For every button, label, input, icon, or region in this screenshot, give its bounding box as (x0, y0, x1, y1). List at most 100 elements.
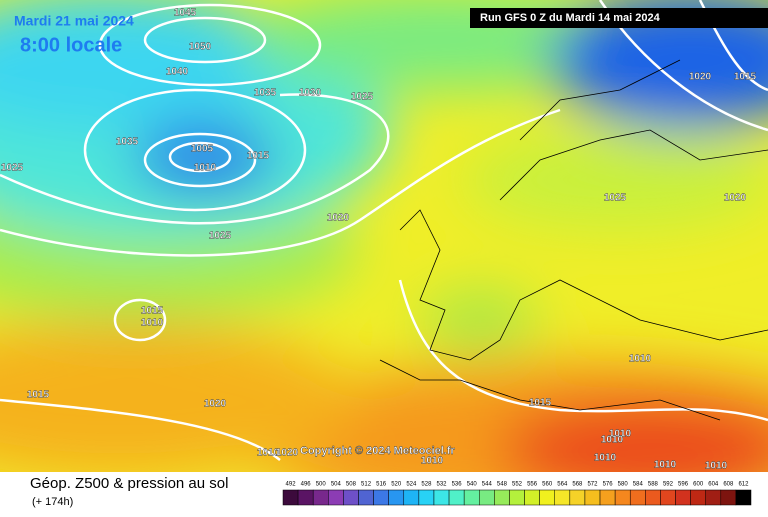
scale-swatch (569, 489, 586, 506)
isobar-label: 1035 (116, 137, 139, 148)
isobar-label: 1015 (141, 306, 164, 317)
scale-swatch (509, 489, 525, 506)
scale-swatch (629, 489, 646, 506)
scale-swatch (418, 489, 435, 506)
isobar-label: 1010 (601, 435, 624, 446)
scale-label: 552 (512, 482, 523, 488)
isobar-label: 1010 (257, 448, 280, 459)
isobar-label: 1015 (247, 151, 270, 162)
scale-label: 556 (527, 482, 538, 488)
scale-swatch (614, 489, 631, 506)
scale-swatch (524, 489, 540, 506)
scale-swatch (675, 489, 691, 506)
scale-label: 496 (301, 482, 312, 488)
scale-label: 608 (723, 482, 734, 488)
scale-label: 588 (648, 482, 659, 488)
isobar-label: 1010 (194, 163, 217, 174)
isobar-label: 1010 (421, 456, 444, 467)
scale-label: 612 (738, 482, 749, 488)
scale-label: 568 (572, 482, 583, 488)
scale-swatch (539, 489, 555, 506)
scale-label: 548 (497, 482, 508, 488)
scale-swatch (403, 489, 420, 506)
isobar-label: 1010 (654, 460, 677, 471)
date: Mardi 21 mai 2024 (14, 13, 134, 29)
scale-swatch (645, 489, 661, 506)
scale-swatch (343, 489, 359, 506)
scale-label: 596 (678, 482, 689, 488)
isobar-label: 1050 (189, 42, 212, 53)
scale-swatch (282, 489, 299, 506)
scale-swatch (433, 489, 450, 506)
scale-swatch (328, 489, 344, 506)
scale-label: 524 (406, 482, 417, 488)
scale-swatch (735, 489, 752, 506)
scale-swatch (479, 489, 495, 506)
isobar-label: 1040 (166, 67, 189, 78)
scale-label: 508 (346, 482, 357, 488)
scale-label: 580 (618, 482, 629, 488)
isobar-label: 1025 (604, 193, 627, 204)
footer-subtitle: (+ 174h) (32, 496, 73, 508)
isobar-label: 1020 (204, 399, 227, 410)
isobar-label: 1045 (174, 8, 197, 19)
scale-label: 564 (557, 482, 568, 488)
isobar-label: 1030 (299, 88, 322, 99)
color-scale: 492 496 500 504 508 512 516 520 524 528 532 536 540 5… (282, 482, 752, 506)
scale-swatch (448, 489, 465, 506)
scale-swatch (599, 489, 616, 506)
scale-label: 592 (663, 482, 674, 488)
copyright: Copyright © 2024 Meteociel.fr (300, 445, 456, 457)
isobar-label: 1025 (351, 92, 374, 103)
isobar-label: 1015 (734, 72, 757, 83)
isobar-label: 1025 (1, 163, 24, 174)
scale-swatch (584, 489, 601, 506)
run-info: Run GFS 0 Z du Mardi 14 mai 2024 (480, 12, 661, 24)
scale-label: 576 (603, 482, 614, 488)
isobar-label: 1015 (529, 398, 552, 409)
scale-swatch (373, 489, 389, 506)
scale-swatch (720, 489, 737, 506)
isobar-label: 1010 (609, 429, 632, 440)
isobar-label: 1010 (629, 354, 652, 365)
scale-label: 504 (331, 482, 342, 488)
isobar-label: 1010 (141, 318, 164, 329)
scale-swatch (705, 489, 722, 506)
scale-swatch (297, 489, 314, 506)
scale-swatch (660, 489, 676, 506)
isobar-label: 1010 (705, 461, 728, 472)
isobar-label: 1020 (724, 193, 747, 204)
scale-swatch (358, 489, 374, 506)
time: 8:00 locale (20, 34, 122, 56)
isobar-label: 1005 (191, 144, 214, 155)
footer-title: Géop. Z500 & pression au sol (30, 475, 228, 492)
scale-label: 540 (467, 482, 478, 488)
scale-label: 572 (587, 482, 598, 488)
scale-label: 532 (437, 482, 448, 488)
isobar-label: 1010 (594, 453, 617, 464)
scale-label: 604 (708, 482, 719, 488)
scale-swatch (312, 489, 329, 506)
scale-label: 528 (421, 482, 432, 488)
scale-label: 500 (316, 482, 327, 488)
isobar-label: 1035 (254, 88, 277, 99)
scale-label: 536 (452, 482, 463, 488)
scale-label: 560 (542, 482, 553, 488)
scale-swatch (388, 489, 405, 506)
scale-label: 544 (482, 482, 493, 488)
scale-swatch (463, 489, 480, 506)
isobar-label: 1020 (689, 72, 712, 83)
isobar-label: 1025 (209, 231, 232, 242)
scale-swatch (690, 489, 706, 506)
scale-label: 512 (361, 482, 372, 488)
scale-label: 516 (376, 482, 387, 488)
scale-swatch (554, 489, 571, 506)
scale-label: 584 (633, 482, 644, 488)
scale-swatch (494, 489, 510, 506)
scale-label: 520 (391, 482, 402, 488)
isobar-label: 1015 (27, 390, 50, 401)
isobar-label: 1020 (276, 448, 299, 459)
